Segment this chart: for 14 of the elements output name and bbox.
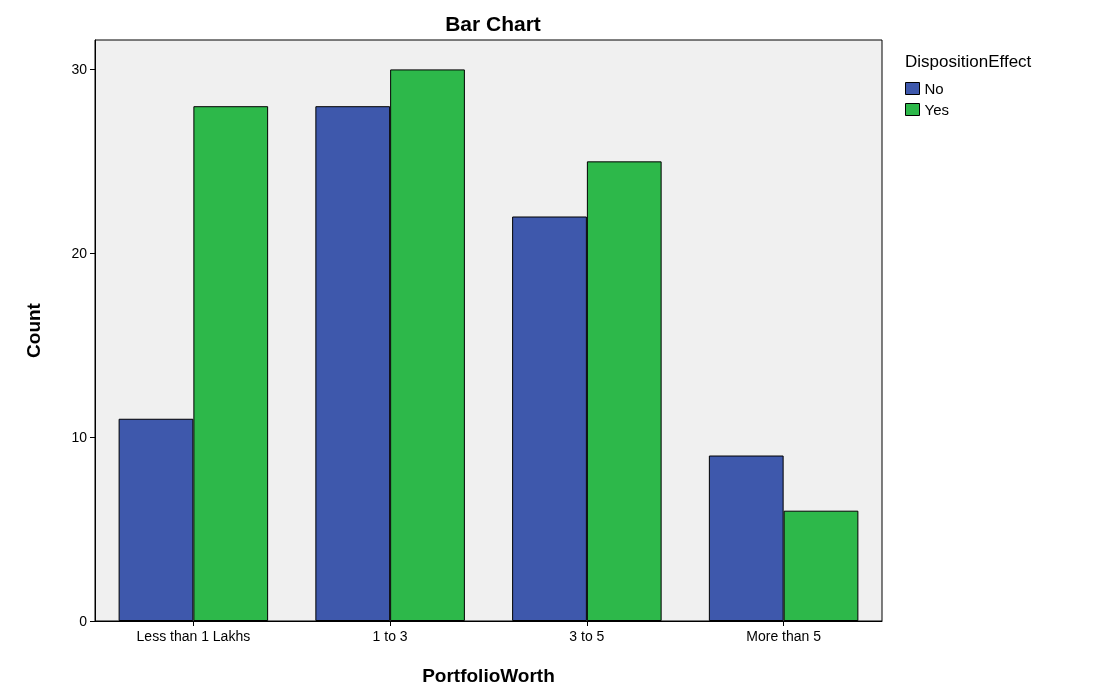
chart-title: Bar Chart — [445, 12, 541, 35]
x-axis-title: PortfolioWorth — [422, 665, 555, 686]
x-tick-label: More than 5 — [746, 628, 822, 644]
legend-label: No — [924, 80, 944, 97]
y-tick-label: 0 — [79, 613, 88, 629]
x-tick-label: Less than 1 Lakhs — [136, 628, 251, 644]
y-tick-label: 10 — [71, 429, 88, 446]
x-tick-label: 1 to 3 — [372, 628, 408, 644]
y-axis-title: Count — [23, 302, 44, 358]
y-tick-label: 30 — [71, 61, 88, 78]
legend-label: Yes — [924, 101, 949, 118]
legend-title: DispositionEffect — [905, 52, 1032, 71]
x-tick-label: 3 to 5 — [569, 628, 605, 644]
y-tick-label: 20 — [71, 245, 88, 262]
